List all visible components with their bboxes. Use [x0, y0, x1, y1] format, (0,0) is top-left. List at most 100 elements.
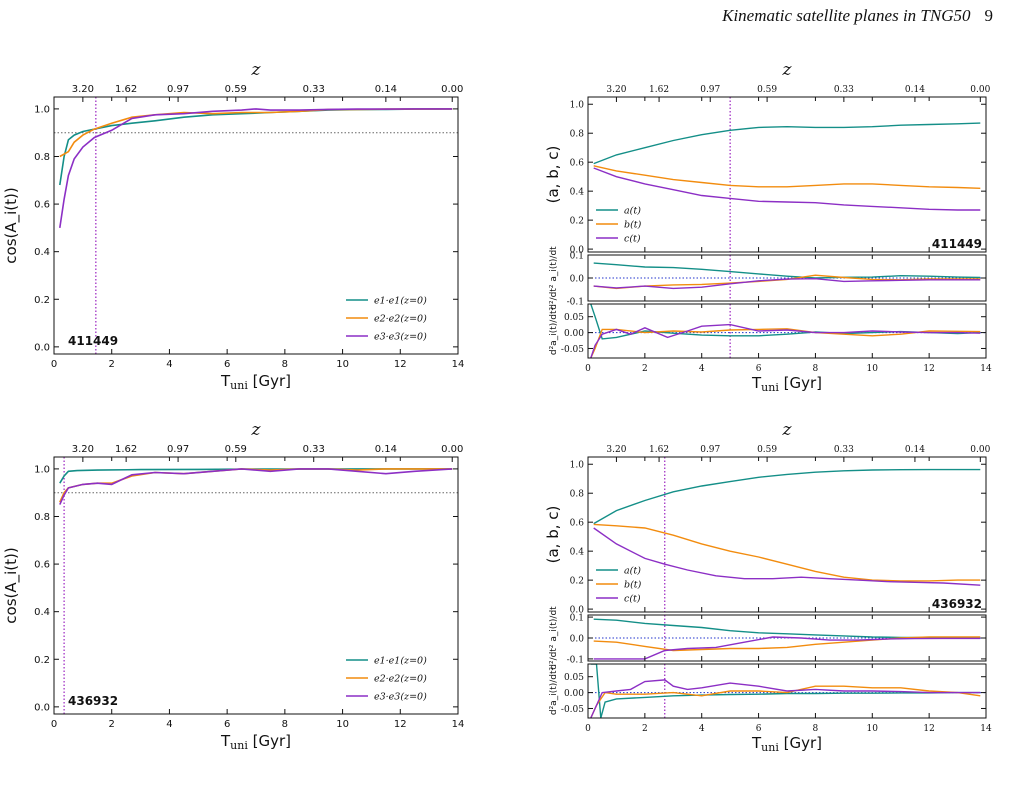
x-tick-label: 14	[452, 719, 465, 730]
y-tick-label: 0.0	[570, 635, 585, 645]
y-tick-label: 0.0	[570, 606, 585, 616]
legend-label: b(t)	[624, 580, 642, 591]
x-axis-label: Tuni [Gyr]	[220, 372, 291, 392]
legend-label: c(t)	[624, 234, 641, 245]
running-head: Kinematic satellite planes in TNG50 9	[722, 6, 993, 26]
y-tick-label: 0.0	[34, 342, 50, 353]
x-tick-label: 2	[109, 359, 115, 370]
top-tick-label: 0.00	[970, 445, 990, 455]
y-tick-label: 0.05	[564, 313, 584, 323]
top-axis-label: z	[251, 60, 262, 80]
x-tick-label: 8	[813, 364, 819, 374]
series-line	[593, 527, 981, 586]
y-tick-label: 0.00	[564, 689, 584, 699]
y-tick-label: -0.1	[567, 655, 584, 665]
page-number: 9	[984, 6, 994, 25]
x-tick-label: 12	[394, 719, 407, 730]
series-line	[59, 468, 453, 503]
y-axis-label: d²a_i(t)/dt²	[549, 306, 559, 355]
x-tick-label: 4	[166, 719, 172, 730]
x-tick-label: 6	[756, 364, 762, 374]
chart-panel-align-436932: 0.0 0.2 0.4 0.6 0.8 1.0 0 2 4 6 8 10 12 14 3.20 1.62 0.9…	[2, 420, 464, 752]
y-tick-label: 1.0	[34, 464, 50, 475]
legend-label: e1·e1(z=0)	[374, 656, 427, 667]
y-tick-label: -0.05	[561, 705, 584, 715]
x-tick-label: 4	[166, 359, 172, 370]
top-axis-label: z	[782, 420, 793, 440]
series-line	[593, 167, 981, 211]
chart-panel-d1-411449: -0.10.00.1d²/dt² a_i(t)/dt	[549, 246, 987, 310]
series-line	[593, 262, 981, 279]
top-tick-label: 0.97	[167, 84, 189, 95]
x-tick-label: 0	[51, 359, 57, 370]
y-tick-label: 0.2	[34, 295, 50, 306]
y-axis-label: d²/dt² a_i(t)/dt	[549, 606, 559, 670]
top-tick-label: 1.62	[115, 84, 137, 95]
y-tick-label: 0.2	[34, 655, 50, 666]
top-tick-label: 0.00	[970, 85, 990, 95]
top-tick-label: 1.62	[115, 444, 137, 455]
series-line	[593, 468, 981, 525]
halo-id-label: 436932	[932, 597, 982, 611]
halo-id-label: 436932	[68, 694, 118, 708]
legend-label: e3·e3(z=0)	[374, 332, 427, 343]
y-tick-label: 0.8	[570, 490, 585, 500]
chart-panel-axes-411449: 0.0 0.2 0.4 0.6 0.8 1.0 3.20 1.62 0.97 0.59 0.33 0.…	[544, 60, 991, 256]
top-tick-label: 3.20	[72, 444, 94, 455]
y-tick-label: 0.8	[34, 152, 50, 163]
top-tick-label: 0.59	[225, 84, 247, 95]
top-axis-label: z	[782, 60, 793, 80]
top-tick-label: 3.20	[606, 85, 626, 95]
chart-panel-d2-411449: -0.05 0.00 0.05 0 2 4 6 8 10 12 14 Tuni [Gyr] d²a_i(…	[549, 303, 992, 394]
x-tick-label: 2	[642, 724, 648, 734]
legend-label: e2·e2(z=0)	[374, 314, 427, 325]
series-line	[593, 165, 981, 189]
y-tick-label: -0.05	[561, 345, 584, 355]
series-line	[590, 685, 981, 718]
series-line	[59, 108, 453, 158]
top-tick-label: 1.62	[649, 445, 669, 455]
chart-panel-axes-436932: 0.0 0.2 0.4 0.6 0.8 1.0 3.20 1.62 0.97 0.59 0.33 0.…	[544, 420, 991, 616]
top-tick-label: 0.14	[905, 85, 925, 95]
plot-frame	[587, 663, 987, 719]
y-tick-label: 1.0	[570, 461, 585, 471]
x-tick-label: 2	[109, 719, 115, 730]
plot-frame	[53, 96, 459, 355]
x-axis-label: Tuni [Gyr]	[751, 374, 822, 394]
x-tick-label: 6	[224, 719, 230, 730]
legend-label: a(t)	[624, 206, 641, 217]
x-tick-label: 6	[224, 359, 230, 370]
x-tick-label: 0	[585, 724, 591, 734]
legend-label: c(t)	[624, 594, 641, 605]
x-tick-label: 4	[699, 724, 705, 734]
x-tick-label: 8	[813, 724, 819, 734]
top-tick-label: 1.62	[649, 85, 669, 95]
series-line	[593, 277, 981, 290]
y-axis-label: (a, b, c)	[544, 146, 562, 204]
top-tick-label: 0.59	[757, 85, 777, 95]
y-tick-label: 0.1	[570, 614, 584, 624]
x-tick-label: 14	[980, 364, 992, 374]
plot-frame	[587, 303, 987, 359]
top-tick-label: 0.97	[167, 444, 189, 455]
top-tick-label: 3.20	[606, 445, 626, 455]
y-tick-label: 0.8	[34, 512, 50, 523]
top-tick-label: 0.33	[303, 84, 325, 95]
top-tick-label: 0.14	[375, 444, 397, 455]
y-tick-label: 0.6	[570, 519, 585, 529]
legend-label: e3·e3(z=0)	[374, 692, 427, 703]
y-tick-label: 0.00	[564, 329, 584, 339]
y-tick-label: 0.1	[570, 252, 584, 262]
top-tick-label: 0.59	[757, 445, 777, 455]
series-line	[590, 304, 981, 340]
top-axis-label: z	[251, 420, 262, 440]
series-line	[590, 679, 981, 718]
series-line	[59, 468, 453, 505]
x-tick-label: 4	[699, 364, 705, 374]
y-tick-label: 0.4	[34, 247, 50, 258]
y-tick-label: 0.0	[570, 246, 585, 256]
x-axis-label: Tuni [Gyr]	[751, 734, 822, 754]
chart-panel-d2-436932: -0.05 0.00 0.05 0 2 4 6 8 10 12 14 Tuni [Gyr] d²a_i(…	[549, 663, 992, 754]
x-tick-label: 0	[51, 719, 57, 730]
series-line	[593, 636, 981, 660]
